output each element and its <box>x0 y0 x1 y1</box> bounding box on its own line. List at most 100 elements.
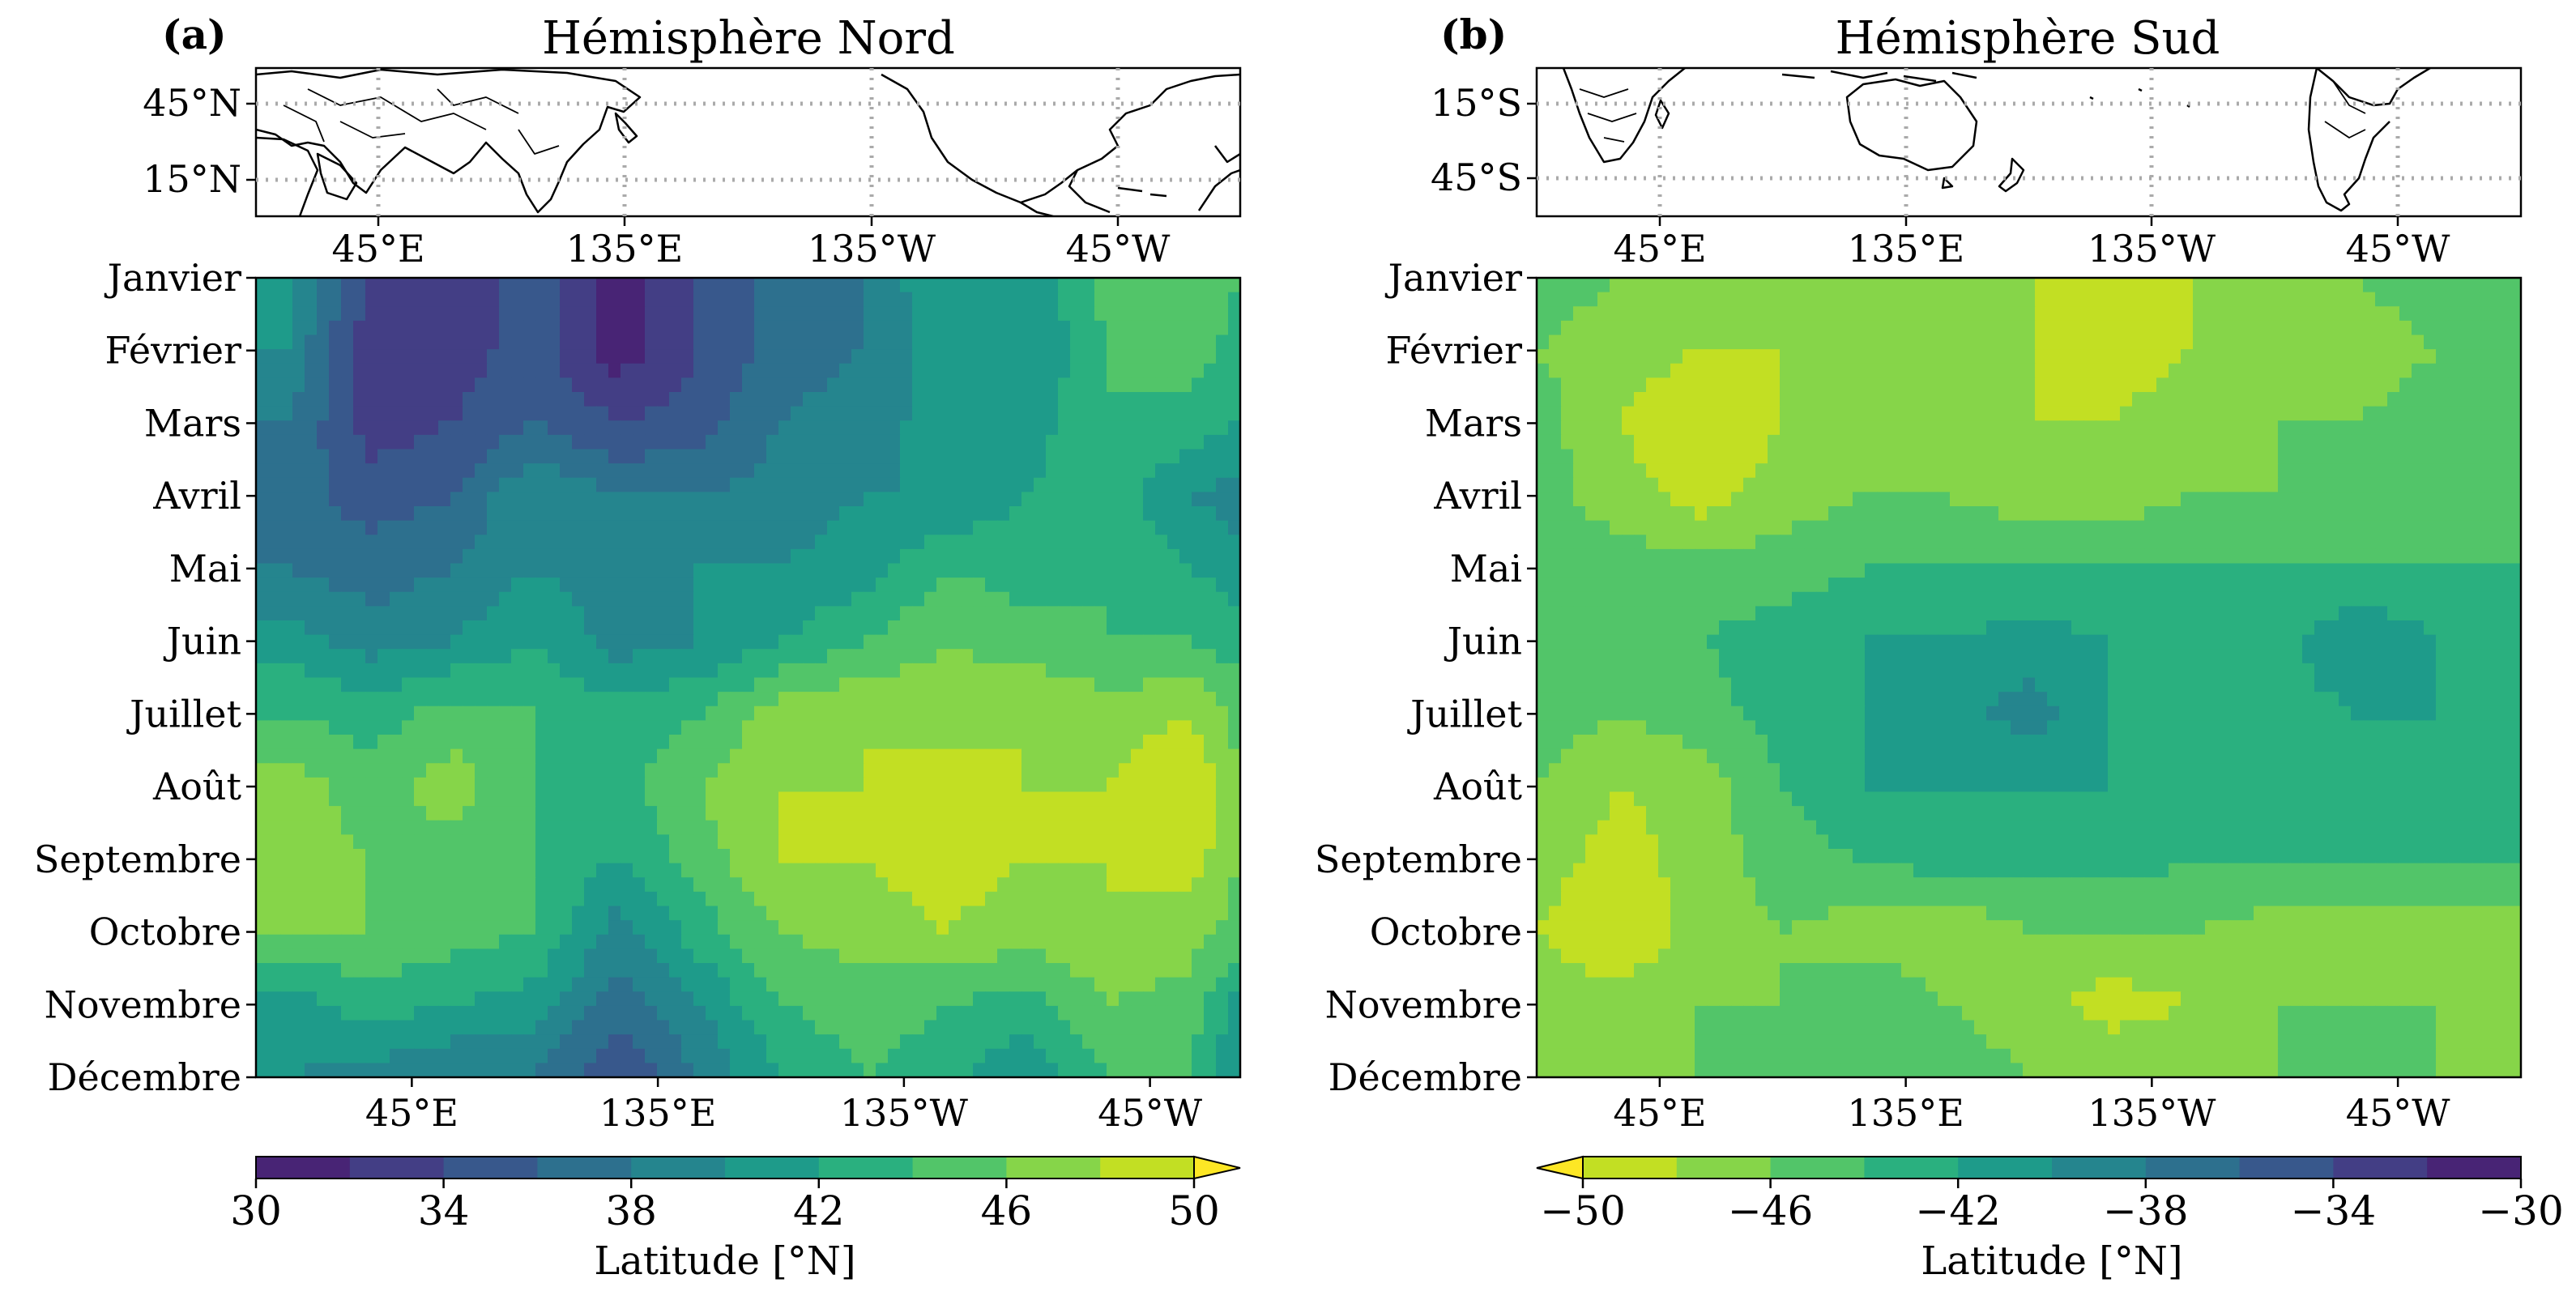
heatmap-cell <box>1155 363 1168 379</box>
heatmap-cell <box>876 791 889 807</box>
heatmap-cell <box>839 620 852 636</box>
heatmap-cell <box>949 820 962 836</box>
heatmap-cell <box>936 278 949 293</box>
heatmap-cell <box>742 1005 755 1021</box>
heatmap-cell <box>1228 535 1241 550</box>
heatmap-cell <box>280 591 293 607</box>
heatmap-cell <box>377 763 390 778</box>
panel-a-plot-frame <box>254 276 1242 1079</box>
heatmap-cell <box>876 649 889 664</box>
heatmap-cell <box>560 363 573 379</box>
heatmap-cell <box>1167 606 1180 621</box>
heatmap-cell <box>730 663 743 679</box>
heatmap-cell <box>669 977 682 993</box>
heatmap-cell <box>608 891 621 907</box>
heatmap-cell <box>292 306 305 322</box>
heatmap-cell <box>1119 777 1132 793</box>
heatmap-cell <box>572 377 585 393</box>
heatmap-cell <box>1107 863 1120 879</box>
heatmap-cell <box>414 377 427 393</box>
heatmap-cell <box>961 948 974 964</box>
heatmap-cell <box>681 649 694 664</box>
heatmap-cell <box>450 777 463 793</box>
heatmap-cell <box>1082 434 1095 450</box>
heatmap-cell <box>815 735 828 750</box>
heatmap-cell <box>1998 320 2011 336</box>
heatmap-cell <box>535 548 548 565</box>
heatmap-cell <box>888 791 901 807</box>
heatmap-cell <box>1228 463 1241 479</box>
heatmap-cell <box>280 677 293 693</box>
heatmap-cell <box>633 349 646 364</box>
heatmap-cell <box>851 877 864 893</box>
heatmap-cell <box>876 278 889 293</box>
heatmap-cell <box>1167 548 1180 565</box>
heatmap-cell <box>523 920 536 936</box>
heatmap-cell <box>1082 1063 1095 1078</box>
heatmap-cell <box>1094 1034 1107 1050</box>
heatmap-cell <box>1094 963 1107 978</box>
heatmap-cell <box>426 692 439 707</box>
heatmap-cell <box>548 477 561 493</box>
heatmap-cell <box>985 463 998 479</box>
heatmap-cell <box>572 806 585 821</box>
heatmap-cell <box>560 677 573 693</box>
heatmap-cell <box>730 449 743 464</box>
heatmap-cell <box>1131 934 1144 950</box>
heatmap-cell <box>572 748 585 765</box>
heatmap-cell <box>1021 492 1034 507</box>
heatmap-cell <box>365 963 378 978</box>
africa-coastline <box>256 136 319 216</box>
heatmap-cell <box>997 434 1010 450</box>
heatmap-cell <box>864 748 876 765</box>
heatmap-cell <box>657 520 670 536</box>
heatmap-cell <box>973 991 986 1007</box>
heatmap-cell <box>997 720 1010 735</box>
heatmap-cell <box>1009 849 1022 864</box>
heatmap-cell <box>851 535 864 550</box>
heatmap-cell <box>766 777 779 793</box>
heatmap-cell <box>754 535 767 550</box>
heatmap-cell <box>706 563 719 578</box>
heatmap-cell <box>268 292 281 308</box>
heatmap-cell <box>754 363 767 379</box>
heatmap-cell <box>1216 991 1229 1007</box>
panel-a-map: 45°N 15°N 45°E 135°E 135°W 45°W <box>143 66 1242 271</box>
heatmap-cell <box>985 306 998 322</box>
heatmap-cell <box>2424 292 2437 308</box>
heatmap-cell <box>1155 663 1168 679</box>
heatmap-cell <box>402 434 415 450</box>
heatmap-cell <box>268 748 281 765</box>
heatmap-cell <box>560 791 573 807</box>
heatmap-cell <box>548 320 561 336</box>
heatmap-cell <box>876 477 889 493</box>
heatmap-cell <box>438 663 451 679</box>
heatmap-cell <box>1070 563 1083 578</box>
heatmap-cell <box>402 849 415 864</box>
heatmap-cell <box>535 292 548 308</box>
heatmap-cell <box>1021 649 1034 664</box>
heatmap-cell <box>791 692 804 707</box>
heatmap-cell <box>997 763 1010 778</box>
heatmap-cell <box>317 663 330 679</box>
heatmap-cell <box>2266 292 2279 308</box>
heatmap-cell <box>1155 863 1168 879</box>
heatmap-cell <box>1070 663 1083 679</box>
heatmap-cell <box>353 963 366 978</box>
heatmap-cell <box>1646 278 1659 293</box>
heatmap-cell <box>815 591 828 607</box>
heatmap-cell <box>803 492 816 507</box>
heatmap-cell <box>1070 991 1083 1007</box>
heatmap-cell <box>851 806 864 821</box>
heatmap-cell <box>499 748 512 765</box>
heatmap-cell <box>815 906 828 921</box>
heatmap-cell <box>949 1020 962 1035</box>
heatmap-cell <box>876 548 889 565</box>
heatmap-cell <box>949 420 962 436</box>
heatmap-cell <box>1107 763 1120 778</box>
heatmap-cell <box>876 392 889 407</box>
heatmap-cell <box>1228 963 1241 978</box>
heatmap-cell <box>1167 891 1180 907</box>
heatmap-cell <box>450 449 463 464</box>
heatmap-cell <box>499 449 512 464</box>
